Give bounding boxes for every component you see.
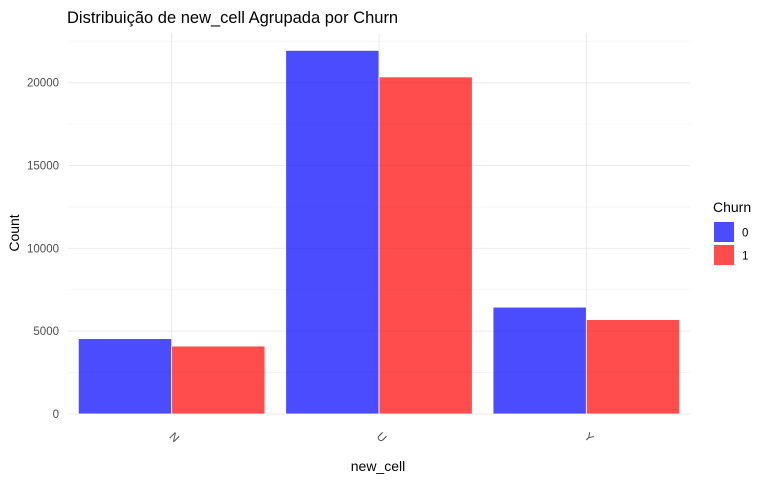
legend-label: 1 [742,251,748,263]
y-tick-label: 0 [53,409,59,421]
bar-N-series-1 [171,345,266,415]
x-tick-label: Y [581,431,595,445]
y-tick-label: 15000 [27,161,59,173]
bar-N-series-0 [77,338,173,415]
x-tick-label: U [374,431,388,445]
y-tick-label: 5000 [33,326,59,338]
legend-label: 0 [742,228,748,240]
bar-U-series-1 [378,76,473,415]
x-axis-title: new_cell [351,458,405,474]
bar-U-series-0 [285,49,380,415]
x-tick-label: N [167,431,181,445]
bar-Y-series-0 [492,306,587,415]
chart-title: Distribuição de new_cell Agrupada por Ch… [67,9,398,27]
y-tick-labels: 0 5000 10000 15000 20000 [27,78,59,421]
legend-items: 01 [714,222,748,265]
bars [77,49,681,415]
y-tick-label: 20000 [27,78,59,90]
y-tick-label: 10000 [27,243,59,255]
legend-key-series-0 [714,222,734,242]
y-axis-title: Count [6,214,22,251]
legend: Churn 01 [713,199,751,265]
bar-Y-series-1 [585,319,681,415]
legend-title: Churn [713,199,751,215]
legend-key-series-1 [714,245,734,265]
